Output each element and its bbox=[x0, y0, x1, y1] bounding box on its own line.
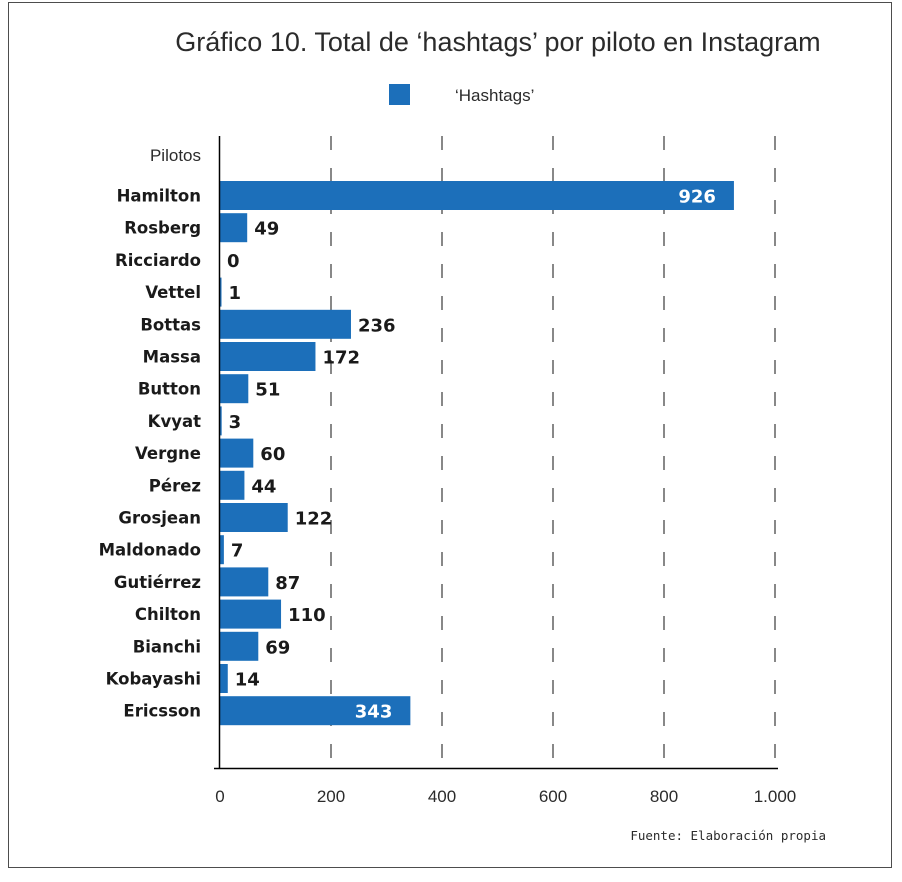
x-tick-labels: 0 200 400 600 800 1.000 bbox=[215, 787, 796, 806]
bar bbox=[220, 503, 288, 532]
value-label: 122 bbox=[295, 509, 333, 530]
bar bbox=[220, 696, 411, 726]
value-label: 51 bbox=[255, 380, 280, 401]
value-label: 44 bbox=[251, 476, 276, 497]
value-label: 87 bbox=[275, 573, 300, 594]
value-label: 60 bbox=[260, 444, 285, 465]
category-label: Hamilton bbox=[117, 187, 201, 206]
bar bbox=[220, 664, 228, 693]
bar bbox=[220, 438, 254, 468]
bar bbox=[220, 277, 222, 307]
category-label: Ricciardo bbox=[115, 251, 201, 270]
value-label: 0 bbox=[227, 251, 240, 272]
value-label: 14 bbox=[235, 670, 260, 691]
value-label: 3 bbox=[229, 412, 242, 433]
bar bbox=[220, 181, 734, 210]
x-tick-label: 800 bbox=[650, 787, 678, 806]
category-label: Pérez bbox=[149, 476, 201, 495]
source-note: Fuente: Elaboración propia bbox=[630, 828, 826, 843]
x-tick-label: 400 bbox=[428, 787, 456, 806]
bar bbox=[220, 567, 269, 597]
category-label: Button bbox=[138, 380, 201, 399]
bar bbox=[220, 374, 249, 404]
value-label: 343 bbox=[355, 702, 393, 723]
value-label: 172 bbox=[322, 348, 360, 369]
chart-frame bbox=[8, 2, 892, 868]
gridlines bbox=[330, 136, 776, 768]
category-labels: Hamilton Rosberg Ricciardo Vettel Bottas Mass… bbox=[99, 187, 202, 721]
category-label: Gutiérrez bbox=[114, 573, 201, 592]
category-label: Vettel bbox=[145, 283, 201, 302]
bars bbox=[220, 181, 734, 726]
category-label: Bottas bbox=[140, 315, 201, 334]
bar bbox=[220, 470, 245, 500]
value-label: 7 bbox=[231, 541, 244, 562]
legend-label: ‘Hashtags’ bbox=[455, 86, 534, 105]
bar bbox=[220, 213, 248, 243]
bar bbox=[220, 342, 316, 371]
x-tick-label: 200 bbox=[317, 787, 345, 806]
value-label: 69 bbox=[265, 637, 290, 658]
category-label: Kobayashi bbox=[106, 670, 201, 689]
category-label: Grosjean bbox=[118, 509, 201, 528]
bar bbox=[220, 631, 259, 661]
category-label: Vergne bbox=[135, 444, 201, 463]
x-tick-label: 0 bbox=[215, 787, 224, 806]
x-tick-label: 1.000 bbox=[754, 787, 797, 806]
legend-swatch bbox=[389, 84, 410, 105]
value-label: 49 bbox=[254, 219, 279, 240]
value-label: 1 bbox=[229, 283, 242, 304]
category-label: Ericsson bbox=[123, 702, 201, 721]
chart-title: Gráfico 10. Total de ‘hashtags’ por pilo… bbox=[175, 27, 820, 57]
category-label: Maldonado bbox=[99, 541, 201, 560]
bar bbox=[220, 535, 224, 565]
value-label: 110 bbox=[288, 605, 326, 626]
bar bbox=[220, 599, 282, 629]
category-label: Kvyat bbox=[148, 412, 201, 431]
category-label: Massa bbox=[143, 348, 201, 367]
category-label: Rosberg bbox=[124, 219, 201, 238]
y-axis-caption: Pilotos bbox=[150, 146, 201, 165]
bar bbox=[220, 309, 351, 339]
value-label: 236 bbox=[358, 315, 396, 336]
category-label: Bianchi bbox=[133, 637, 201, 656]
x-tick-label: 600 bbox=[539, 787, 567, 806]
value-label: 926 bbox=[678, 187, 716, 208]
category-label: Chilton bbox=[135, 605, 201, 624]
bar bbox=[220, 406, 222, 436]
